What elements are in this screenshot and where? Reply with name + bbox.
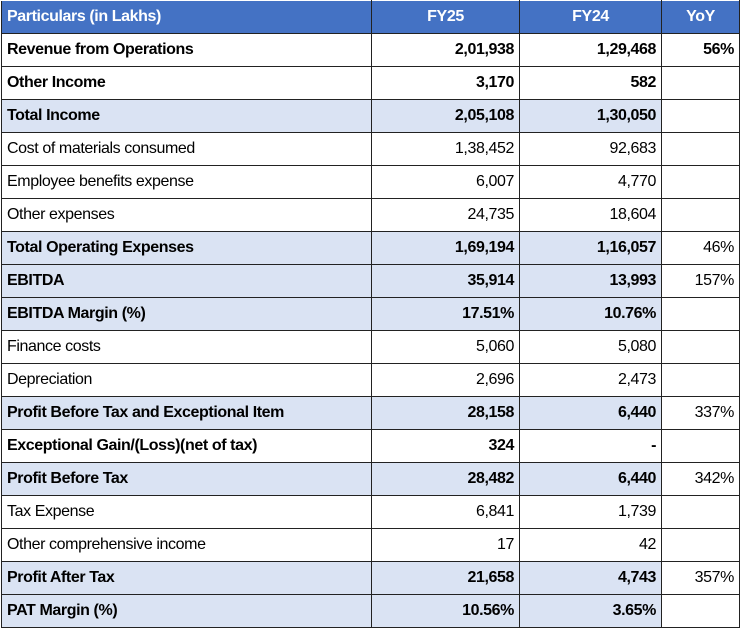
value-cell: 5,060 [371, 330, 520, 364]
value-cell: 18,604 [519, 198, 662, 232]
table-row: Other comprehensive income 17 42 [1, 528, 740, 562]
value-cell: 10.56% [371, 594, 520, 628]
header-cell: Particulars (in Lakhs) [1, 0, 372, 34]
value-cell: 2,01,938 [371, 33, 520, 67]
value-cell: 1,69,194 [371, 231, 520, 265]
table-row: Exceptional Gain/(Loss)(net of tax) 324- [1, 429, 740, 463]
table-row: Profit Before Tax and Exceptional Item 28… [1, 396, 740, 430]
table-row: EBITDA 35,914 13,993 157% [1, 264, 740, 298]
value-cell: 6,440 [519, 462, 662, 496]
table-row: Total Operating Expenses 1,69,194 1,16,057… [1, 231, 740, 265]
value-cell [661, 429, 740, 463]
value-cell: - [519, 429, 662, 463]
value-cell [661, 66, 740, 100]
value-cell: 1,16,057 [519, 231, 662, 265]
value-cell [661, 594, 740, 628]
row-label: PAT Margin (%) [1, 594, 372, 628]
row-label: Depreciation [1, 363, 372, 397]
header-cell: FY25 [371, 0, 520, 34]
value-cell: 582 [519, 66, 662, 100]
row-label: Total Income [1, 99, 372, 133]
table-row: Other expenses 24,735 18,604 [1, 198, 740, 232]
header-row: Particulars (in Lakhs) FY25 FY24 YoY [1, 0, 740, 34]
value-cell: 3.65% [519, 594, 662, 628]
value-cell: 157% [661, 264, 740, 298]
value-cell: 42 [519, 528, 662, 562]
row-label: Cost of materials consumed [1, 132, 372, 166]
row-label: Revenue from Operations [1, 33, 372, 67]
table-row: Total Income 2,05,108 1,30,050 [1, 99, 740, 133]
value-cell: 1,30,050 [519, 99, 662, 133]
value-cell [661, 363, 740, 397]
table-row: Profit Before Tax 28,482 6,440 342% [1, 462, 740, 496]
row-label: Profit After Tax [1, 561, 372, 595]
value-cell: 2,473 [519, 363, 662, 397]
header-cell: FY24 [519, 0, 662, 34]
row-label: Finance costs [1, 330, 372, 364]
table-row: Depreciation 2,696 2,473 [1, 363, 740, 397]
row-label: Total Operating Expenses [1, 231, 372, 265]
value-cell: 6,007 [371, 165, 520, 199]
value-cell [661, 528, 740, 562]
row-label: EBITDA [1, 264, 372, 298]
row-label: Profit Before Tax and Exceptional Item [1, 396, 372, 430]
table-row: Other Income 3,170 582 [1, 66, 740, 100]
row-label: Tax Expense [1, 495, 372, 529]
row-label: Other comprehensive income [1, 528, 372, 562]
value-cell: 46% [661, 231, 740, 265]
row-label: EBITDA Margin (%) [1, 297, 372, 331]
value-cell: 17 [371, 528, 520, 562]
table-row: Profit After Tax 21,658 4,743 357% [1, 561, 740, 595]
value-cell: 4,743 [519, 561, 662, 595]
value-cell: 1,29,468 [519, 33, 662, 67]
value-cell [661, 297, 740, 331]
table-row: EBITDA Margin (%) 17.51% 10.76% [1, 297, 740, 331]
table-row: PAT Margin (%) 10.56% 3.65% [1, 594, 740, 628]
value-cell: 342% [661, 462, 740, 496]
table-row: Revenue from Operations 2,01,938 1,29,468 5… [1, 33, 740, 67]
header-cell: YoY [661, 0, 740, 34]
value-cell: 6,841 [371, 495, 520, 529]
value-cell [661, 495, 740, 529]
value-cell: 357% [661, 561, 740, 595]
value-cell: 2,696 [371, 363, 520, 397]
table-row: Employee benefits expense 6,007 4,770 [1, 165, 740, 199]
row-label: Exceptional Gain/(Loss)(net of tax) [1, 429, 372, 463]
value-cell [661, 99, 740, 133]
value-cell: 1,38,452 [371, 132, 520, 166]
table-row: Cost of materials consumed 1,38,452 92,683 [1, 132, 740, 166]
value-cell [661, 132, 740, 166]
row-label: Profit Before Tax [1, 462, 372, 496]
value-cell [661, 198, 740, 232]
value-cell: 28,158 [371, 396, 520, 430]
value-cell: 337% [661, 396, 740, 430]
value-cell: 17.51% [371, 297, 520, 331]
value-cell: 28,482 [371, 462, 520, 496]
value-cell [661, 330, 740, 364]
value-cell [661, 165, 740, 199]
table-row: Finance costs 5,060 5,080 [1, 330, 740, 364]
value-cell: 2,05,108 [371, 99, 520, 133]
row-label: Employee benefits expense [1, 165, 372, 199]
value-cell: 324 [371, 429, 520, 463]
table-body: Revenue from Operations 2,01,938 1,29,468 5… [1, 33, 740, 628]
value-cell: 4,770 [519, 165, 662, 199]
value-cell: 5,080 [519, 330, 662, 364]
value-cell: 10.76% [519, 297, 662, 331]
value-cell: 6,440 [519, 396, 662, 430]
value-cell: 92,683 [519, 132, 662, 166]
row-label: Other Income [1, 66, 372, 100]
value-cell: 24,735 [371, 198, 520, 232]
value-cell: 13,993 [519, 264, 662, 298]
value-cell: 21,658 [371, 561, 520, 595]
value-cell: 56% [661, 33, 740, 67]
value-cell: 3,170 [371, 66, 520, 100]
row-label: Other expenses [1, 198, 372, 232]
table-row: Tax Expense 6,841 1,739 [1, 495, 740, 529]
value-cell: 35,914 [371, 264, 520, 298]
value-cell: 1,739 [519, 495, 662, 529]
